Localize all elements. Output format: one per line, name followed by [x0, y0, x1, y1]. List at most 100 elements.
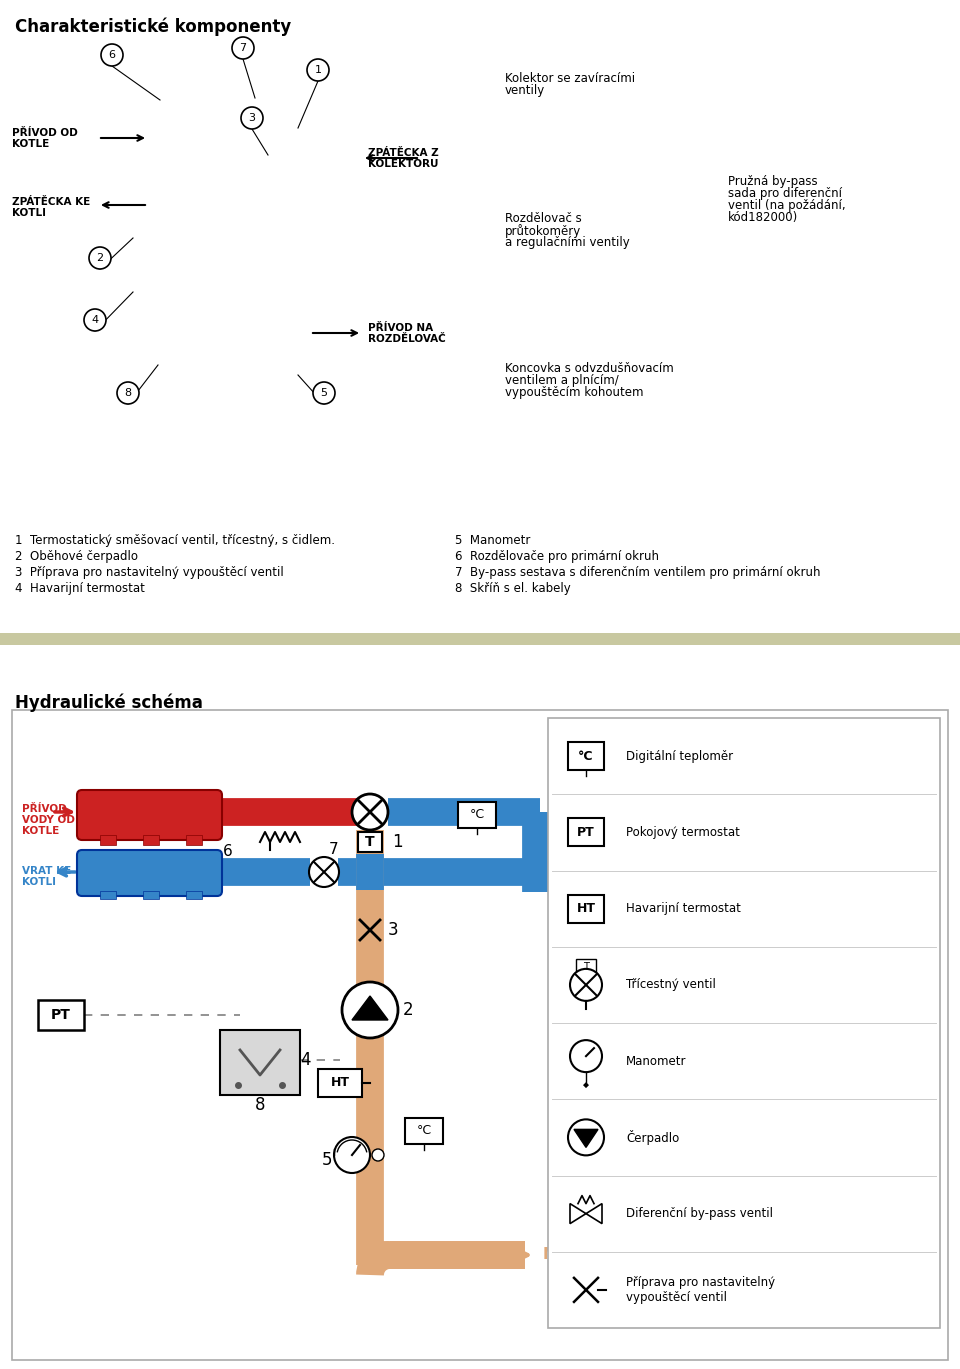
Bar	[100, 835, 116, 845]
Text: KOTLE: KOTLE	[22, 826, 60, 836]
Bar	[568, 819, 604, 846]
Circle shape	[117, 382, 139, 404]
Text: PT: PT	[51, 1008, 71, 1023]
Bar	[358, 832, 382, 852]
Text: Diferenční by-pass ventil: Diferenční by-pass ventil	[626, 1207, 773, 1220]
Text: Digitální teploměr: Digitální teploměr	[626, 750, 733, 763]
Text: 8: 8	[125, 387, 132, 398]
Text: kód182000): kód182000)	[728, 211, 799, 225]
Text: KOTLI: KOTLI	[12, 208, 46, 218]
Text: 2: 2	[96, 253, 104, 263]
Text: průtokoměry: průtokoměry	[505, 225, 581, 238]
Text: a regulačními ventily: a regulačními ventily	[505, 235, 630, 249]
Polygon shape	[583, 1082, 589, 1088]
Circle shape	[241, 107, 263, 129]
Text: 7: 7	[239, 42, 247, 53]
Polygon shape	[352, 997, 388, 1020]
Text: T: T	[365, 835, 374, 849]
Text: Havarijní termostat: Havarijní termostat	[626, 902, 741, 914]
Text: VRAT Z: VRAT Z	[490, 862, 532, 873]
Text: KOTLE: KOTLE	[12, 140, 49, 149]
Text: VRAT KE: VRAT KE	[22, 867, 71, 876]
Bar	[143, 835, 159, 845]
Polygon shape	[574, 1129, 598, 1147]
Text: 4: 4	[300, 1051, 310, 1069]
Circle shape	[334, 1138, 370, 1173]
Circle shape	[342, 982, 398, 1038]
Bar	[568, 742, 604, 771]
Circle shape	[101, 44, 123, 66]
Text: °C: °C	[578, 750, 593, 763]
Text: 6  Rozdělovače pro primární okruh: 6 Rozdělovače pro primární okruh	[455, 550, 659, 563]
Circle shape	[232, 37, 254, 59]
Text: 3: 3	[249, 114, 255, 123]
Text: Rozdělovač s: Rozdělovač s	[505, 212, 582, 225]
Text: ZPÁTĚCKA Z: ZPÁTĚCKA Z	[368, 148, 439, 157]
Text: KOLEKTORU: KOLEKTORU	[368, 159, 439, 168]
Circle shape	[309, 857, 339, 887]
Bar	[405, 1118, 443, 1144]
Bar	[143, 891, 159, 899]
Bar	[458, 802, 496, 828]
Text: MIX: MIX	[543, 1247, 575, 1262]
Text: PŘÍVOD NA: PŘÍVOD NA	[368, 323, 433, 333]
Text: °C: °C	[469, 809, 485, 821]
Bar	[576, 958, 596, 975]
Bar	[220, 1029, 300, 1095]
Text: 5: 5	[321, 387, 327, 398]
Text: 2  Oběhové čerpadlo: 2 Oběhové čerpadlo	[15, 550, 138, 563]
Text: Příprava pro nastavitelný
vypouštěcí ventil: Příprava pro nastavitelný vypouštěcí ven…	[626, 1276, 775, 1303]
FancyBboxPatch shape	[77, 850, 222, 895]
Text: 5: 5	[322, 1151, 332, 1169]
Text: HT: HT	[330, 1076, 349, 1090]
Text: 1  Termostatický směšovací ventil, třícestný, s čidlem.: 1 Termostatický směšovací ventil, tříces…	[15, 534, 335, 548]
Circle shape	[568, 1120, 604, 1155]
Text: Manometr: Manometr	[626, 1054, 686, 1068]
Text: 3  Příprava pro nastavitelný vypouštěcí ventil: 3 Příprava pro nastavitelný vypouštěcí v…	[15, 565, 284, 579]
Text: Čerpadlo: Čerpadlo	[626, 1129, 680, 1144]
Circle shape	[84, 309, 106, 331]
Text: PT: PT	[577, 826, 595, 839]
Bar	[38, 999, 84, 1029]
Text: 7  By-pass sestava s diferenčním ventilem pro primární okruh: 7 By-pass sestava s diferenčním ventilem…	[455, 565, 821, 579]
Text: ventily: ventily	[505, 84, 545, 97]
Text: 3: 3	[388, 921, 398, 939]
Text: vypouštěcím kohoutem: vypouštěcím kohoutem	[505, 386, 643, 398]
Bar	[0, 632, 960, 645]
Text: Pokojový termostat: Pokojový termostat	[626, 826, 740, 839]
Text: 7: 7	[329, 842, 339, 857]
Text: Kolektor se zavíracími: Kolektor se zavíracími	[505, 73, 636, 85]
Text: 1: 1	[392, 832, 402, 852]
Text: 5  Manometr: 5 Manometr	[455, 534, 530, 548]
Text: 2: 2	[403, 1001, 414, 1019]
Polygon shape	[586, 1203, 602, 1224]
Text: KOLEKTORU: KOLEKTORU	[490, 873, 561, 884]
Text: 6: 6	[108, 51, 115, 60]
Bar	[568, 894, 604, 923]
Text: ZPÁTĚCKA KE: ZPÁTĚCKA KE	[12, 197, 90, 207]
Text: 8  Skříň s el. kabely: 8 Skříň s el. kabely	[455, 582, 571, 596]
Text: °C: °C	[417, 1124, 432, 1138]
Text: PŘÍVOD OD: PŘÍVOD OD	[12, 127, 78, 138]
Circle shape	[570, 1040, 602, 1072]
Text: ventilem a plnícím/: ventilem a plnícím/	[505, 374, 619, 387]
Text: ROZDĚLOVAČ: ROZDĚLOVAČ	[368, 334, 445, 344]
Bar	[100, 891, 116, 899]
Text: Koncovka s odvzdušňovacím: Koncovka s odvzdušňovacím	[505, 361, 674, 375]
Text: 4  Havarijní termostat: 4 Havarijní termostat	[15, 582, 145, 596]
Bar	[186, 891, 202, 899]
FancyBboxPatch shape	[77, 790, 222, 841]
Circle shape	[313, 382, 335, 404]
Text: ventil (na požádání,: ventil (na požádání,	[728, 199, 846, 212]
Text: 6: 6	[223, 845, 233, 860]
Bar	[12, 711, 948, 1359]
Text: VODY OD: VODY OD	[22, 815, 75, 826]
Bar	[318, 1069, 362, 1097]
Text: Charakteristické komponenty: Charakteristické komponenty	[15, 18, 291, 37]
Text: Hydraulické schéma: Hydraulické schéma	[15, 693, 203, 712]
Text: 1: 1	[315, 64, 322, 75]
Text: Pružná by-pass: Pružná by-pass	[728, 175, 818, 188]
Text: KOTLI: KOTLI	[22, 878, 56, 887]
Bar	[548, 717, 940, 1328]
Circle shape	[352, 794, 388, 830]
